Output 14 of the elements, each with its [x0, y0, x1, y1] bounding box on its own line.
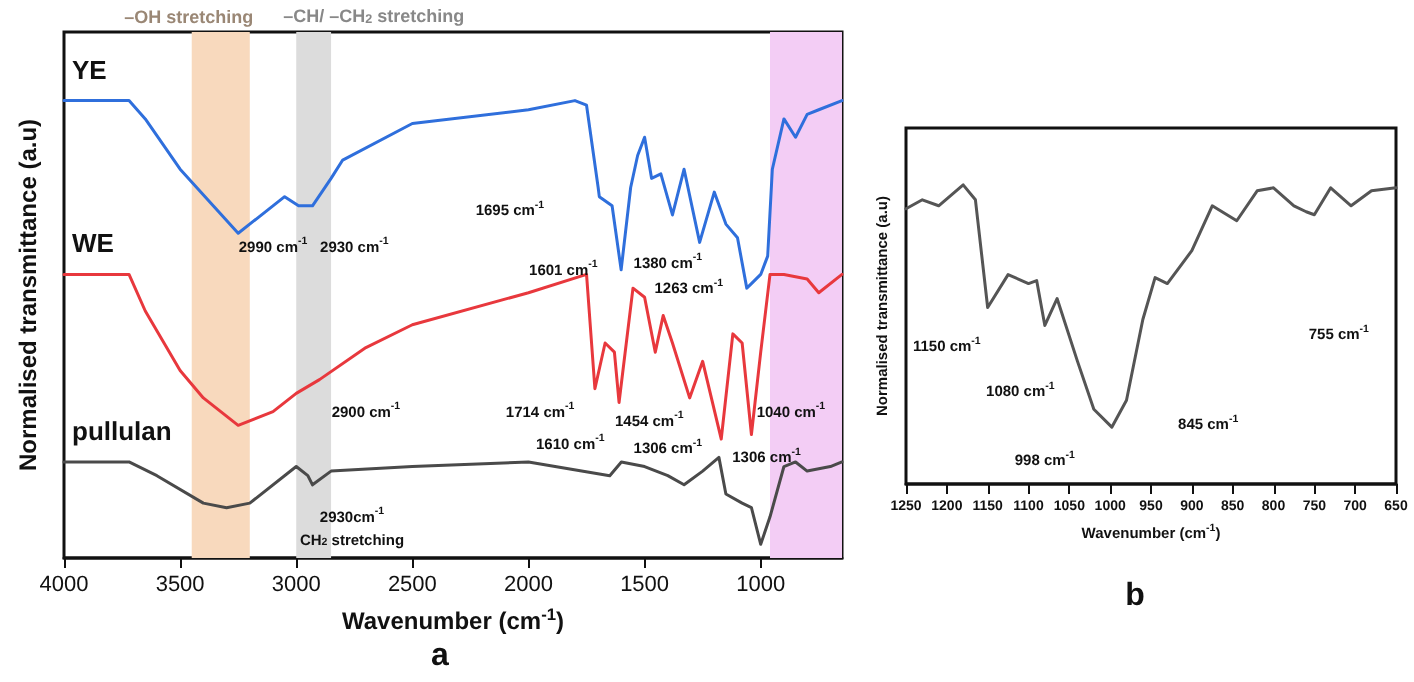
y-axis-title: Normalised transmittance (a.u) — [14, 118, 42, 472]
series-label: pullulan — [72, 415, 172, 446]
x-tick-label: 3500 — [155, 573, 205, 597]
band-label: –OH stretching — [124, 7, 254, 27]
series-label: YE — [72, 54, 108, 85]
text: b — [1125, 579, 1146, 613]
x-tick-label: 2500 — [387, 573, 437, 597]
x-tick-label: 1000 — [736, 573, 786, 597]
x-tick-label: 1500 — [620, 573, 670, 597]
text: a — [431, 639, 450, 673]
x-tick-label: 3000 — [271, 573, 321, 597]
x-tick-label: 4000 — [39, 573, 89, 597]
x-tick-label: 2000 — [503, 573, 553, 597]
series-label: WE — [72, 228, 115, 259]
